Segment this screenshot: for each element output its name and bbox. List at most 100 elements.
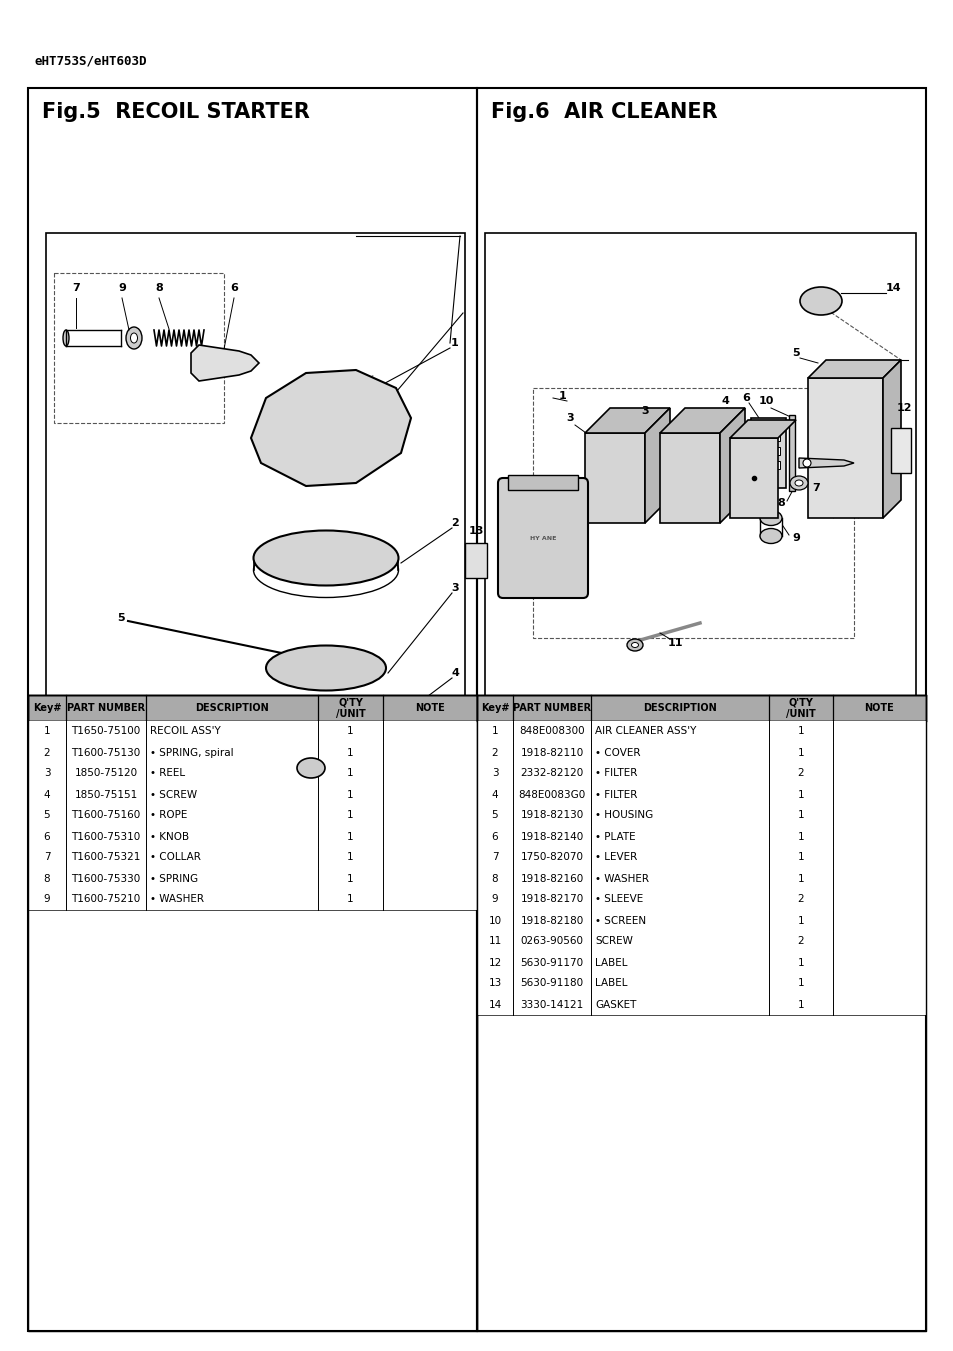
Bar bbox=[476, 952, 925, 973]
Bar bbox=[28, 889, 476, 911]
Text: 10: 10 bbox=[488, 916, 501, 925]
Text: 9: 9 bbox=[791, 534, 800, 543]
Text: 3: 3 bbox=[640, 407, 648, 416]
Text: 1: 1 bbox=[44, 727, 51, 736]
Bar bbox=[28, 805, 476, 825]
Bar bbox=[476, 721, 925, 742]
Text: • FILTER: • FILTER bbox=[595, 769, 637, 778]
Text: • SPRING, spiral: • SPRING, spiral bbox=[150, 747, 233, 758]
Text: • COVER: • COVER bbox=[595, 747, 639, 758]
Text: 2332-82120: 2332-82120 bbox=[519, 769, 583, 778]
Text: 9: 9 bbox=[491, 894, 497, 905]
Bar bbox=[476, 847, 925, 867]
Text: 5630-91180: 5630-91180 bbox=[520, 978, 583, 989]
Bar bbox=[729, 438, 778, 517]
Text: 5630-91170: 5630-91170 bbox=[520, 958, 583, 967]
Polygon shape bbox=[799, 458, 853, 467]
Text: T1600-75310: T1600-75310 bbox=[71, 831, 140, 842]
Text: 1: 1 bbox=[347, 789, 354, 800]
Text: NOTE: NOTE bbox=[863, 703, 893, 713]
Bar bbox=[54, 273, 224, 423]
Text: 10: 10 bbox=[758, 396, 773, 407]
Ellipse shape bbox=[789, 476, 807, 490]
Bar bbox=[757, 447, 780, 455]
Text: T1600-75130: T1600-75130 bbox=[71, 747, 140, 758]
Text: HY ANE: HY ANE bbox=[529, 535, 556, 540]
Text: eHT753S/eHT603D: eHT753S/eHT603D bbox=[35, 55, 148, 68]
Bar bbox=[476, 694, 925, 1331]
Ellipse shape bbox=[126, 327, 142, 349]
Text: 4: 4 bbox=[451, 667, 458, 678]
Text: 1: 1 bbox=[347, 727, 354, 736]
Bar bbox=[533, 388, 853, 638]
Text: 7: 7 bbox=[811, 484, 819, 493]
Bar bbox=[476, 889, 925, 911]
Ellipse shape bbox=[131, 332, 137, 343]
Text: 3: 3 bbox=[491, 769, 497, 778]
Text: 2: 2 bbox=[44, 747, 51, 758]
Text: • SCREEN: • SCREEN bbox=[595, 916, 645, 925]
Bar bbox=[28, 784, 476, 805]
Bar bbox=[28, 694, 476, 721]
Ellipse shape bbox=[296, 758, 325, 778]
Text: T1650-75100: T1650-75100 bbox=[71, 727, 140, 736]
Text: • SPRING: • SPRING bbox=[150, 874, 198, 884]
Polygon shape bbox=[882, 359, 900, 517]
Text: 4: 4 bbox=[491, 789, 497, 800]
Text: • WASHER: • WASHER bbox=[595, 874, 648, 884]
Text: 4: 4 bbox=[44, 789, 51, 800]
Text: DESCRIPTION: DESCRIPTION bbox=[195, 703, 269, 713]
Text: 1918-82180: 1918-82180 bbox=[519, 916, 583, 925]
Bar bbox=[28, 847, 476, 867]
Text: 1: 1 bbox=[558, 390, 566, 401]
Bar bbox=[476, 994, 925, 1015]
Text: 2: 2 bbox=[797, 894, 803, 905]
Text: 1: 1 bbox=[797, 852, 803, 862]
Text: • WASHER: • WASHER bbox=[150, 894, 204, 905]
Text: 2: 2 bbox=[451, 517, 458, 528]
Text: 9: 9 bbox=[118, 282, 126, 293]
Text: T1600-75321: T1600-75321 bbox=[71, 852, 140, 862]
Text: 6: 6 bbox=[230, 282, 237, 293]
Polygon shape bbox=[191, 345, 258, 381]
Polygon shape bbox=[644, 408, 669, 523]
Text: 1: 1 bbox=[797, 747, 803, 758]
Text: 1850-75120: 1850-75120 bbox=[74, 769, 137, 778]
Text: • FILTER: • FILTER bbox=[595, 789, 637, 800]
Text: 1: 1 bbox=[347, 894, 354, 905]
Text: 1918-82110: 1918-82110 bbox=[519, 747, 583, 758]
Text: PART NUMBER: PART NUMBER bbox=[513, 703, 591, 713]
Text: 1: 1 bbox=[347, 769, 354, 778]
Text: T1600-75330: T1600-75330 bbox=[71, 874, 140, 884]
Bar bbox=[890, 428, 910, 473]
Text: 1: 1 bbox=[797, 916, 803, 925]
Text: 11: 11 bbox=[666, 638, 682, 648]
Text: 3: 3 bbox=[565, 413, 573, 423]
Text: NOTE: NOTE bbox=[415, 703, 444, 713]
Text: • ROPE: • ROPE bbox=[150, 811, 187, 820]
Bar bbox=[476, 973, 925, 994]
Text: 1: 1 bbox=[491, 727, 497, 736]
Text: 5: 5 bbox=[491, 811, 497, 820]
Polygon shape bbox=[659, 408, 744, 434]
Bar bbox=[584, 434, 644, 523]
Text: T1600-75160: T1600-75160 bbox=[71, 811, 140, 820]
Bar bbox=[28, 88, 476, 1331]
Text: 1: 1 bbox=[797, 727, 803, 736]
Bar bbox=[484, 232, 915, 713]
Text: 13: 13 bbox=[488, 978, 501, 989]
Text: 2: 2 bbox=[797, 769, 803, 778]
Bar bbox=[476, 763, 925, 784]
Text: Fig.6  AIR CLEANER: Fig.6 AIR CLEANER bbox=[491, 101, 717, 122]
Bar bbox=[46, 232, 464, 713]
Bar bbox=[28, 867, 476, 889]
Text: 14: 14 bbox=[885, 282, 901, 293]
Text: 1850-75151: 1850-75151 bbox=[74, 789, 137, 800]
Polygon shape bbox=[720, 408, 744, 523]
Text: 1: 1 bbox=[347, 852, 354, 862]
Text: 1: 1 bbox=[797, 978, 803, 989]
Text: T1600-75210: T1600-75210 bbox=[71, 894, 140, 905]
Text: 3: 3 bbox=[451, 584, 458, 593]
Bar bbox=[476, 867, 925, 889]
Text: 2: 2 bbox=[797, 936, 803, 947]
